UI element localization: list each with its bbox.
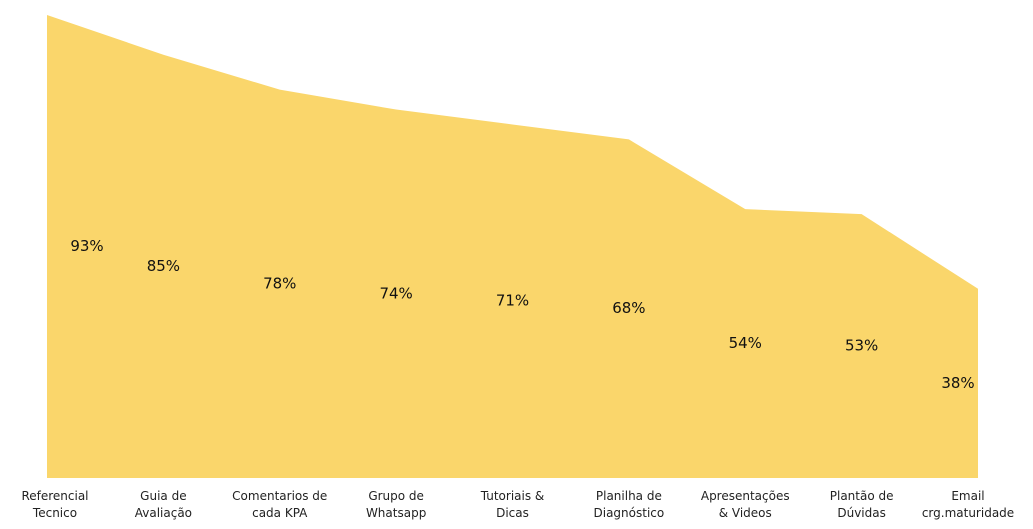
x-tick-label: Grupo de Whatsapp <box>365 489 427 520</box>
value-label: 85% <box>147 257 180 275</box>
value-label: 74% <box>379 284 412 302</box>
area <box>47 14 978 479</box>
value-label: 78% <box>263 274 296 292</box>
x-tick-label: Planilha de Diagnóstico <box>593 489 665 520</box>
value-label: 71% <box>496 292 529 310</box>
x-tick-label: Apresentações & Videos <box>700 489 790 520</box>
value-label: 54% <box>729 334 762 352</box>
value-label: 93% <box>70 237 103 255</box>
x-tick-label: Plantão de Dúvidas <box>829 489 894 520</box>
x-tick-label: Referencial Tecnico <box>21 489 89 520</box>
value-label: 53% <box>845 337 878 355</box>
x-tick-label: Guia de Avaliação <box>134 489 193 520</box>
x-tick-label: Tutoriais & Dicas <box>480 489 545 520</box>
x-tick-label: Comentarios de cada KPA <box>232 489 328 520</box>
value-label: 38% <box>941 374 974 392</box>
x-tick-label: Email crg.maturidade <box>921 489 1015 520</box>
value-label: 68% <box>612 299 645 317</box>
